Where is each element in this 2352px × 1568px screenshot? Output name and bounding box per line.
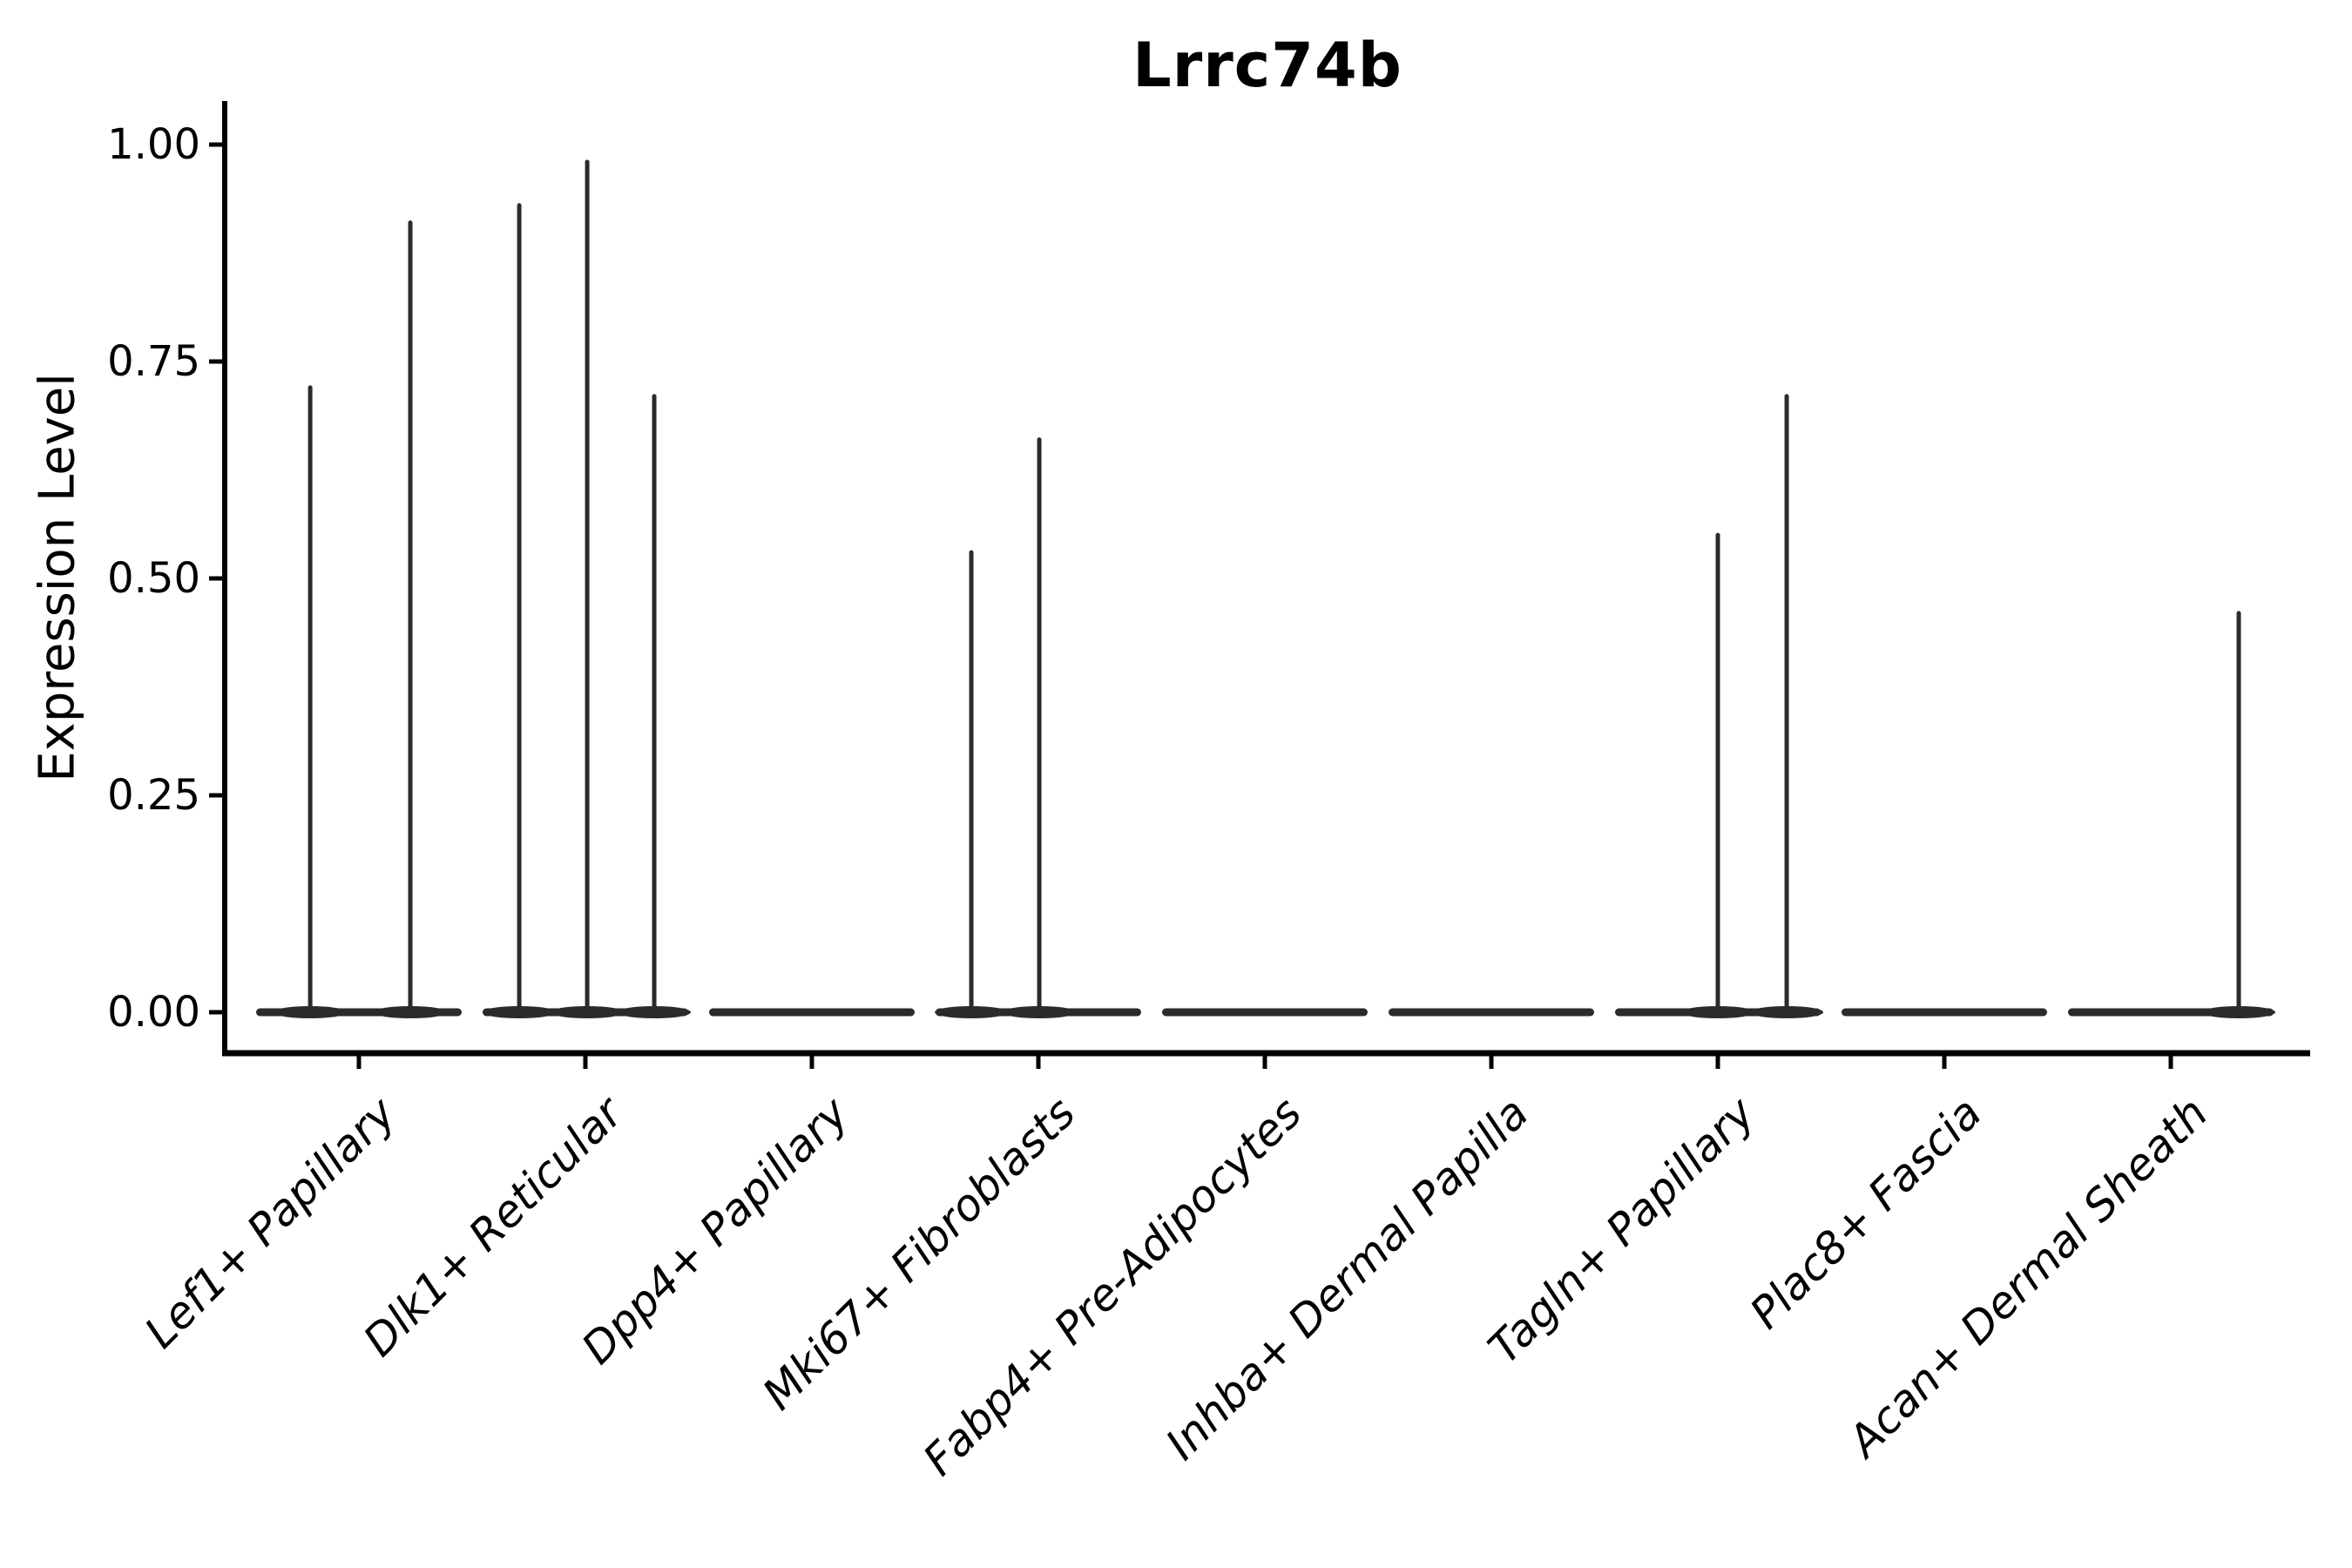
violin-body [256,1008,462,1017]
y-tick-label: 0.00 [107,988,200,1037]
y-tick-label: 1.00 [107,120,200,169]
violin-body [1162,1008,1368,1017]
violin-body [1842,1008,2047,1017]
y-tick-label: 0.50 [107,554,200,603]
chart-title: Lrrc74b [1132,30,1402,101]
violin-body [709,1008,915,1017]
violin-body [2068,1008,2274,1017]
violin-body [1389,1008,1594,1017]
y-tick-label: 0.75 [107,337,200,386]
y-tick-label: 0.25 [107,771,200,820]
